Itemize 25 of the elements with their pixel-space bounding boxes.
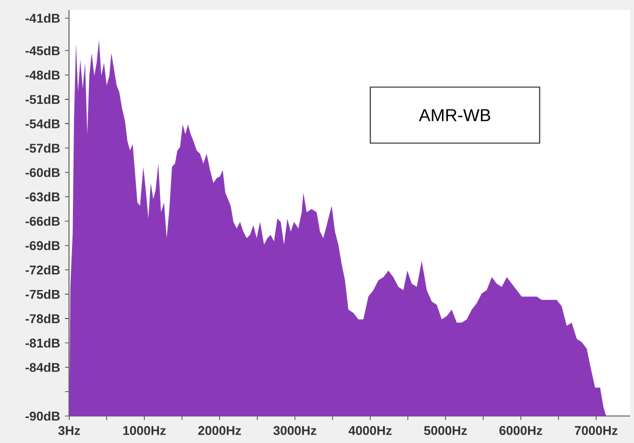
y-tick-label: -51dB [26, 94, 60, 104]
y-tick-label: -48dB [26, 70, 60, 80]
x-tick-label: 3Hz [58, 426, 80, 436]
x-tick-label: 6000Hz [499, 426, 542, 436]
x-tick-label: 3000Hz [273, 426, 316, 436]
y-tick-label: -84dB [26, 362, 60, 372]
annotation: AMR-WB [418, 109, 490, 122]
y-tick-label: -63dB [26, 192, 60, 202]
y-tick-label: -90dB [26, 411, 60, 421]
y-tick-label: -72dB [26, 265, 60, 274]
x-tick-label: 2000Hz [198, 426, 241, 436]
y-tick-label: -45dB [26, 46, 60, 56]
y-tick-label: -81dB [26, 338, 60, 348]
x-tick-label: 5000Hz [424, 426, 467, 436]
y-tick-label: -75dB [26, 290, 60, 299]
y-tick-label: -54dB [26, 119, 60, 128]
y-tick-label: -57dB [26, 143, 60, 153]
x-tick-label: 7000Hz [574, 426, 618, 436]
y-tick-label: -78dB [26, 314, 60, 324]
y-tick-label: -60dB [26, 168, 60, 178]
y-tick-label: -69dB [26, 240, 60, 250]
y-tick-label: -41dB [26, 13, 60, 23]
y-tick-label: -66dB [26, 216, 60, 226]
x-tick-label: 1000Hz [123, 426, 166, 436]
x-tick-label: 4000Hz [348, 426, 392, 436]
